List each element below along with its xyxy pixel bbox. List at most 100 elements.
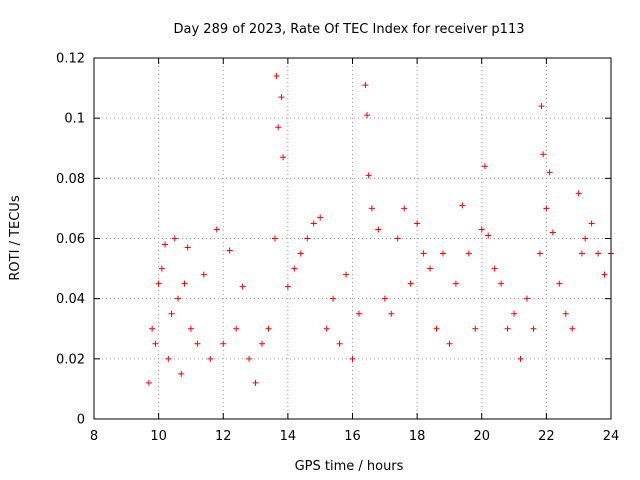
y-axis-label: ROTI / TECUs xyxy=(8,195,23,280)
data-point xyxy=(233,325,240,332)
data-point xyxy=(343,271,350,278)
data-point xyxy=(556,280,563,287)
data-point xyxy=(252,379,259,386)
data-point xyxy=(543,205,550,212)
data-point xyxy=(275,124,282,131)
data-point xyxy=(280,154,287,161)
data-point xyxy=(523,295,530,302)
data-point xyxy=(317,214,324,221)
data-points xyxy=(145,73,614,386)
data-point xyxy=(530,325,537,332)
data-point xyxy=(511,310,518,317)
data-point xyxy=(220,340,227,347)
data-point xyxy=(273,73,280,80)
data-point xyxy=(536,250,543,257)
data-point xyxy=(246,355,253,362)
x-tick-label: 24 xyxy=(603,429,620,444)
data-point xyxy=(575,190,582,197)
y-tick-label: 0.04 xyxy=(56,292,85,307)
chart-title: Day 289 of 2023, Rate Of TEC Index for r… xyxy=(174,22,525,37)
data-point xyxy=(284,283,291,290)
data-point xyxy=(181,280,188,287)
data-point xyxy=(194,340,201,347)
data-point xyxy=(149,325,156,332)
data-point xyxy=(291,265,298,272)
data-point xyxy=(155,280,162,287)
data-point xyxy=(491,265,498,272)
data-point xyxy=(165,355,172,362)
x-tick-label: 20 xyxy=(473,429,490,444)
data-point xyxy=(226,247,233,254)
data-point xyxy=(485,232,492,239)
data-point xyxy=(601,271,608,278)
data-point xyxy=(187,325,194,332)
x-tick-label: 10 xyxy=(150,429,167,444)
data-point xyxy=(465,250,472,257)
data-point xyxy=(595,250,602,257)
data-point xyxy=(239,283,246,290)
data-point xyxy=(364,112,371,119)
data-point xyxy=(336,340,343,347)
x-tick-label: 8 xyxy=(90,429,98,444)
y-tick-label: 0.02 xyxy=(56,352,85,367)
data-point xyxy=(414,220,421,227)
data-point xyxy=(472,325,479,332)
data-point xyxy=(265,325,272,332)
data-point xyxy=(259,340,266,347)
data-point xyxy=(452,280,459,287)
grid xyxy=(94,58,611,419)
x-tick-label: 14 xyxy=(280,429,297,444)
data-point xyxy=(168,310,175,317)
data-point xyxy=(439,250,446,257)
data-point xyxy=(297,250,304,257)
data-point xyxy=(362,82,369,89)
data-point xyxy=(394,235,401,242)
data-point xyxy=(498,280,505,287)
data-point xyxy=(459,202,466,209)
data-point xyxy=(538,103,545,110)
data-point xyxy=(175,295,182,302)
data-point xyxy=(271,235,278,242)
data-point xyxy=(152,340,159,347)
data-point xyxy=(582,235,589,242)
x-tick-label: 18 xyxy=(409,429,426,444)
data-point xyxy=(504,325,511,332)
data-point xyxy=(549,229,556,236)
axis-ticks: 8 10 12 14 16 18 20 22 24 0 0.02 0.04 0.06 0.08 0.1 0.1… xyxy=(56,52,619,445)
data-point xyxy=(420,250,427,257)
data-point xyxy=(162,241,169,248)
data-point xyxy=(184,244,191,251)
data-point xyxy=(446,340,453,347)
data-point xyxy=(427,265,434,272)
data-point xyxy=(171,235,178,242)
data-point xyxy=(481,163,488,170)
data-point xyxy=(407,280,414,287)
data-point xyxy=(349,355,356,362)
data-point xyxy=(158,265,165,272)
y-tick-label: 0.06 xyxy=(56,232,85,247)
data-point xyxy=(375,226,382,233)
data-point xyxy=(478,226,485,233)
data-point xyxy=(310,220,317,227)
data-point xyxy=(562,310,569,317)
data-point xyxy=(368,205,375,212)
data-point xyxy=(145,379,152,386)
data-point xyxy=(207,355,214,362)
data-point xyxy=(401,205,408,212)
x-tick-label: 22 xyxy=(538,429,555,444)
y-tick-label: 0.1 xyxy=(64,112,85,127)
data-point xyxy=(200,271,207,278)
data-point xyxy=(588,220,595,227)
data-point xyxy=(355,310,362,317)
data-point xyxy=(304,235,311,242)
x-tick-label: 12 xyxy=(215,429,232,444)
data-point xyxy=(578,250,585,257)
x-axis-label: GPS time / hours xyxy=(295,459,404,474)
data-point xyxy=(330,295,337,302)
data-point xyxy=(278,94,285,101)
data-point xyxy=(433,325,440,332)
data-point xyxy=(213,226,220,233)
y-tick-label: 0 xyxy=(77,413,85,428)
y-tick-label: 0.12 xyxy=(56,52,85,67)
